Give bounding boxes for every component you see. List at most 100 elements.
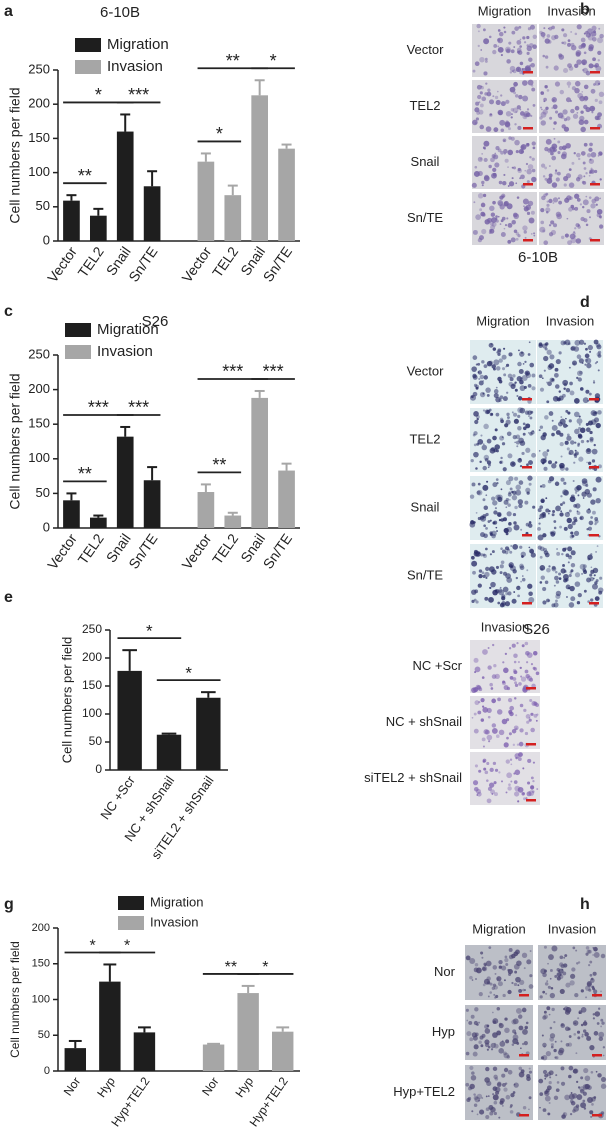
cell [505,497,510,502]
scale-bar [590,183,600,186]
cell [582,1029,587,1033]
cell [543,193,547,197]
cell [508,136,512,140]
cell [573,461,576,464]
cell [504,550,509,555]
cell [479,391,486,398]
cell [552,223,558,228]
cell [567,411,571,415]
cell [555,599,558,603]
cell [531,452,537,458]
cell [525,797,528,800]
cell [594,596,600,601]
cell [512,462,515,466]
micrograph [470,476,536,540]
cell [481,184,484,187]
cell [493,359,500,366]
cell [520,144,527,151]
cell [594,522,597,526]
y-tick-label: 50 [38,1029,50,1041]
cell [516,196,520,199]
cell [512,668,517,673]
cell [579,95,585,102]
cell [495,526,498,529]
cell [506,686,511,691]
significance-label: *** [263,362,284,382]
cell [503,173,506,176]
cell [486,460,492,465]
cell [568,1035,572,1038]
cell [512,677,517,681]
cell [501,549,507,554]
cell [590,167,593,170]
significance-label: ** [226,51,240,71]
cell [560,477,565,482]
cell [474,165,478,169]
cell [548,165,551,168]
cell [514,1032,517,1035]
scale-bar [589,466,599,469]
cell [526,720,530,724]
cell [507,222,513,228]
cell [552,509,556,513]
cell [553,602,559,608]
cell [504,121,511,127]
cell [477,516,482,521]
cell [504,601,511,607]
cell [538,450,541,452]
cell [595,551,597,553]
cell [531,790,535,793]
cell [591,111,594,114]
cell [493,993,496,996]
cell [598,91,605,97]
cell [512,166,516,170]
cell [479,208,483,212]
cell [481,676,485,679]
cell [504,1027,510,1034]
cell [507,503,511,507]
cell [493,44,498,48]
cell [493,985,498,990]
cell [551,530,556,536]
cell [567,561,570,564]
cell [565,173,572,179]
cell [506,391,509,394]
cell [542,1069,548,1075]
cell [510,108,515,112]
cell [565,596,568,598]
cell [494,162,500,168]
cell [480,718,485,722]
cell [502,396,508,402]
cell [570,44,577,51]
scale-bar [519,1114,529,1117]
cell [476,1023,479,1026]
cell [567,546,573,552]
cell [491,569,497,575]
cell [521,952,528,958]
cell [491,217,497,223]
cell [509,1105,512,1109]
x-tick-label: Sn/TE [125,531,160,572]
cell [543,240,549,246]
cell [582,205,585,209]
cell [478,235,484,241]
cell [482,649,488,655]
cell [507,453,513,459]
cell [506,203,513,210]
cell [514,753,520,759]
cell [498,180,503,185]
cell [513,1082,519,1088]
bar [63,500,80,528]
cell [486,480,489,483]
legend-swatch [75,38,101,52]
cell [505,791,508,794]
cell [525,371,529,375]
row-label: Snail [411,154,440,169]
cell [595,579,599,583]
x-tick-label: Nor [61,1075,84,1099]
cell [547,962,549,965]
cell [528,597,535,604]
cell [561,552,564,556]
cell [555,430,561,435]
cell [544,415,549,420]
